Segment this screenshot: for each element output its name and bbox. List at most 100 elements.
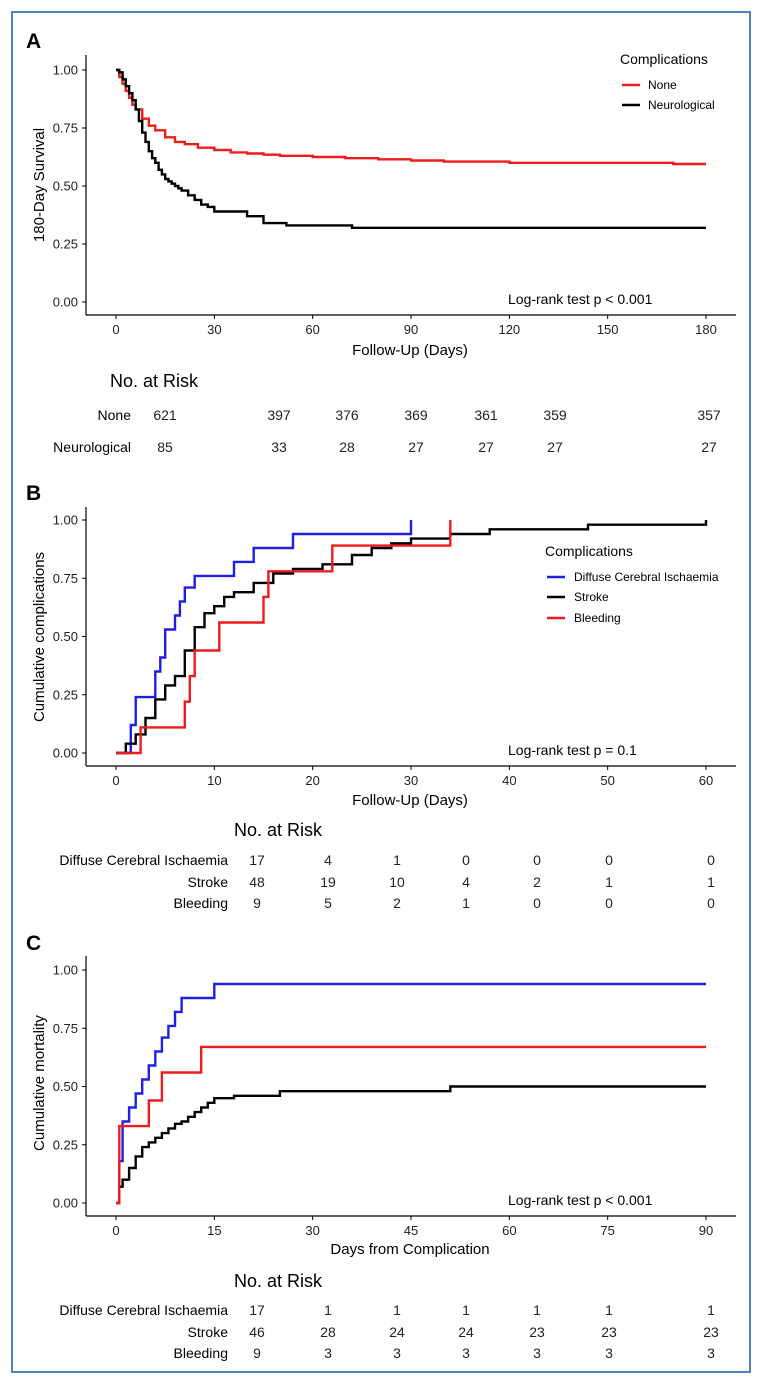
panel-b-x-tick-label: 50: [600, 773, 614, 788]
panel-b-x-axis-label: Follow-Up (Days): [352, 792, 468, 809]
panel-b-y-tick-label: 0.50: [53, 629, 78, 644]
panel-b-risk-value-stroke: 4: [462, 874, 470, 890]
panel-a-series-neurological: [116, 68, 706, 229]
panel-b-risk-table: 17 4 1 0 0 0 048 19 10 4 2 1 19 5 2 1 0 0 0: [249, 852, 715, 911]
panel-a-x-axis-label: Follow-Up (Days): [352, 342, 468, 359]
panel-a-risk-value-none: 369: [404, 407, 428, 423]
panel-c-y-tick-label: 1.00: [53, 963, 78, 978]
panel-b-risk-value-bleeding: 5: [324, 895, 332, 911]
panel-b-risk-value-diffuse-cerebral-ischaemia: 0: [533, 852, 541, 868]
panel-c-risk-value-stroke: 23: [529, 1324, 545, 1340]
panel-a-x-tick-label: 60: [305, 322, 319, 337]
panel-c-x-tick-label: 90: [699, 1223, 713, 1238]
panel-a-risk-table-title: No. at Risk: [110, 371, 199, 391]
panel-label-c: C: [26, 932, 41, 955]
panel-b-risk-value-stroke: 2: [533, 874, 541, 890]
panel-c-x-tick-label: 30: [305, 1223, 319, 1238]
panel-a-risk-value-none: 361: [474, 407, 498, 423]
panel-a-log-rank-annotation: Log-rank test p < 0.001: [508, 291, 653, 307]
panel-c-risk-value-stroke: 24: [389, 1324, 405, 1340]
panel-a-risk-value-neurological: 27: [478, 439, 494, 455]
panel-b-legend-label-stroke: Stroke: [574, 590, 609, 604]
panel-b-risk-value-diffuse-cerebral-ischaemia: 0: [707, 852, 715, 868]
panel-c-risk-value-stroke: 23: [703, 1324, 719, 1340]
panel-a-y-tick-label: 0.00: [53, 295, 78, 310]
panel-c-y-tick-label: 0.50: [53, 1079, 78, 1094]
panel-a-risk-value-neurological: 33: [271, 439, 287, 455]
panel-a-y-tick-label: 0.50: [53, 179, 78, 194]
panel-a-risk-row-label-none: None: [98, 407, 132, 423]
panel-label-a: A: [26, 30, 41, 53]
panel-c-y-tick-label: 0.00: [53, 1196, 78, 1211]
panel-c-x-tick-label: 45: [404, 1223, 418, 1238]
panel-b-risk-value-diffuse-cerebral-ischaemia: 0: [605, 852, 613, 868]
panel-a-y-tick-label: 1.00: [53, 63, 78, 78]
panel-c-risk-value-stroke: 24: [458, 1324, 474, 1340]
panel-a-risk-value-none: 359: [543, 407, 567, 423]
panel-c-risk-value-stroke: 46: [249, 1324, 265, 1340]
panel-b-risk-value-stroke: 19: [320, 874, 336, 890]
panel-a-x-tick-label: 120: [498, 322, 520, 337]
panel-b-y-tick-label: 0.00: [53, 746, 78, 761]
panel-b-risk-value-bleeding: 2: [393, 895, 401, 911]
panel-c-risk-value-diffuse-cerebral-ischaemia: 17: [249, 1302, 265, 1318]
panel-c-risk-value-diffuse-cerebral-ischaemia: 1: [462, 1302, 470, 1318]
panel-c-risk-value-bleeding: 3: [533, 1345, 541, 1361]
panel-b-y-axis-label: Cumulative complications: [31, 552, 48, 722]
panel-b-risk-row-label-bleeding: Bleeding: [174, 895, 229, 911]
panel-a-x-tick-label: 0: [112, 322, 119, 337]
panel-a-risk-value-neurological: 85: [157, 439, 173, 455]
panel-b-series-bleeding: [116, 520, 452, 755]
panel-b-legend-label-bleeding: Bleeding: [574, 611, 621, 625]
panel-a-series-none: [116, 68, 706, 166]
panel-b-x-tick-label: 30: [404, 773, 418, 788]
panel-c-risk-value-bleeding: 3: [324, 1345, 332, 1361]
panel-c-series-diffuse-cerebral-ischaemia: [116, 982, 706, 1205]
panel-a-risk-value-none: 376: [335, 407, 359, 423]
panel-c-risk-value-bleeding: 9: [253, 1345, 261, 1361]
panel-c-y-axis-label: Cumulative mortality: [31, 1015, 48, 1151]
plot-panel-c: 0.00 0.25 0.50 0.75 1.00 0 15 30 45 60 75 90: [53, 956, 736, 1238]
panel-a-risk-value-none: 621: [153, 407, 177, 423]
panel-c-risk-value-bleeding: 3: [605, 1345, 613, 1361]
panel-a-legend-title: Complications: [620, 51, 708, 67]
panel-c-y-tick-label: 0.75: [53, 1021, 78, 1036]
panel-a-y-axis-label: 180-Day Survival: [31, 128, 48, 242]
panel-a-x-tick-label: 180: [695, 322, 717, 337]
panel-c-y-tick-label: 0.25: [53, 1137, 78, 1152]
plot-panel-b: 0.00 0.25 0.50 0.75 1.00 0 10 20 30 40 50 60: [53, 507, 736, 788]
figure-frame: [11, 11, 751, 1373]
panel-c-risk-value-stroke: 28: [320, 1324, 336, 1340]
panel-b-x-tick-label: 10: [207, 773, 221, 788]
panel-c-risk-value-diffuse-cerebral-ischaemia: 1: [605, 1302, 613, 1318]
panel-a-risk-value-neurological: 27: [701, 439, 717, 455]
panel-b-risk-value-diffuse-cerebral-ischaemia: 4: [324, 852, 332, 868]
panel-b-risk-value-bleeding: 0: [605, 895, 613, 911]
panel-c-risk-value-diffuse-cerebral-ischaemia: 1: [393, 1302, 401, 1318]
panel-c-series-stroke: [116, 1085, 706, 1205]
panel-b-risk-value-stroke: 1: [707, 874, 715, 890]
panel-b-legend-label-diffuse-cerebral-ischaemia: Diffuse Cerebral Ischaemia: [574, 570, 719, 584]
panel-c-risk-value-diffuse-cerebral-ischaemia: 1: [324, 1302, 332, 1318]
panel-c-x-tick-label: 15: [207, 1223, 221, 1238]
panel-c-risk-value-stroke: 23: [601, 1324, 617, 1340]
panel-b-y-tick-label: 0.75: [53, 571, 78, 586]
panel-b-risk-table-title: No. at Risk: [234, 820, 323, 840]
panel-c-log-rank-annotation: Log-rank test p < 0.001: [508, 1192, 653, 1208]
panel-c-risk-value-diffuse-cerebral-ischaemia: 1: [707, 1302, 715, 1318]
panel-a-risk-value-neurological: 27: [408, 439, 424, 455]
panel-b-risk-value-bleeding: 1: [462, 895, 470, 911]
panel-b-risk-value-diffuse-cerebral-ischaemia: 17: [249, 852, 265, 868]
panel-b-risk-value-stroke: 10: [389, 874, 405, 890]
panel-b-legend-title: Complications: [545, 543, 633, 559]
panel-c-risk-value-bleeding: 3: [707, 1345, 715, 1361]
panel-c-risk-value-bleeding: 3: [462, 1345, 470, 1361]
plot-panel-a: 0.00 0.25 0.50 0.75 1.00 0 30 60 90 120 150 180: [53, 55, 736, 337]
panel-a-risk-value-none: 397: [267, 407, 291, 423]
panel-a-risk-value-neurological: 27: [547, 439, 563, 455]
panel-b-x-tick-label: 0: [112, 773, 119, 788]
panel-c-risk-value-diffuse-cerebral-ischaemia: 1: [533, 1302, 541, 1318]
panel-c-x-axis-label: Days from Complication: [330, 1241, 489, 1258]
panel-c-x-tick-label: 75: [600, 1223, 614, 1238]
